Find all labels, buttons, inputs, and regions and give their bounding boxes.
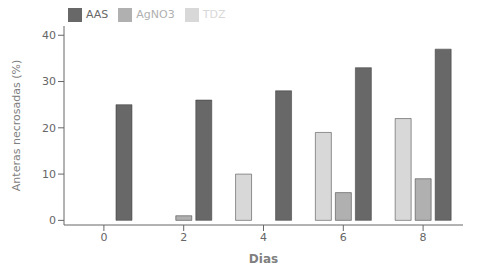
svg-text:10: 10 (42, 168, 56, 181)
svg-text:40: 40 (42, 29, 56, 42)
html-text:AgNO3: AgNO3 (136, 8, 175, 21)
svg-text:0: 0 (100, 231, 107, 244)
svg-text:Dias: Dias (249, 252, 278, 266)
html-text:AAS: AAS (86, 8, 109, 21)
svg-text:0: 0 (49, 214, 56, 227)
svg-text:2: 2 (180, 231, 187, 244)
svg-text:20: 20 (42, 122, 56, 135)
html-text:TDZ: TDZ (202, 8, 226, 21)
svg-text:8: 8 (420, 231, 427, 244)
svg-text:30: 30 (42, 75, 56, 88)
svg-text:Anteras necrosadas (%): Anteras necrosadas (%) (10, 60, 23, 191)
svg-text:6: 6 (340, 231, 347, 244)
svg-text:4: 4 (260, 231, 267, 244)
